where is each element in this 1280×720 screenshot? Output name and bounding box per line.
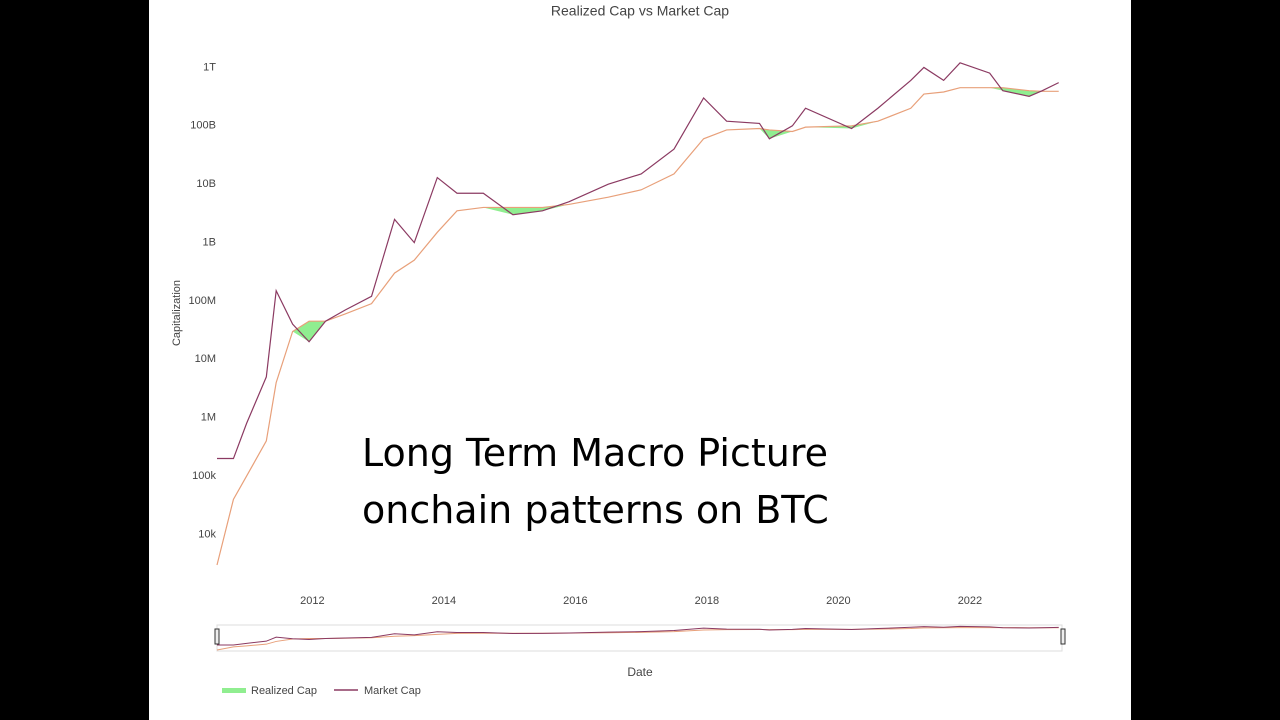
y-tick-label: 100B (190, 120, 216, 132)
range-handle[interactable] (1060, 628, 1066, 645)
y-tick-label: 100k (192, 470, 216, 482)
x-tick-label: 2020 (826, 595, 850, 607)
legend-swatch (222, 688, 246, 693)
x-tick-label: 2018 (695, 595, 719, 607)
legend-label[interactable]: Market Cap (364, 685, 421, 697)
x-tick-label: 2016 (563, 595, 587, 607)
y-tick-label: 1M (201, 412, 216, 424)
y-tick-label: 10M (195, 353, 216, 365)
y-tick-label: 1B (203, 236, 216, 248)
annotation: Long Term Macro Picture (362, 431, 828, 475)
chart-title: Realized Cap vs Market Cap (551, 3, 729, 19)
annotation: onchain patterns on BTC (362, 488, 829, 532)
x-tick-label: 2012 (300, 595, 324, 607)
range-slider-line (217, 625, 1059, 646)
y-tick-label: 10k (198, 528, 216, 540)
y-tick-label: 100M (188, 295, 216, 307)
x-axis-label: Date (627, 665, 653, 679)
range-slider-line (216, 627, 1059, 651)
series-line (216, 87, 1059, 566)
x-tick-label: 2022 (958, 595, 982, 607)
y-tick-label: 10B (196, 178, 216, 190)
series-line (217, 62, 1059, 460)
y-axis-label: Capitalization (171, 280, 183, 346)
plot-background (149, 0, 1131, 720)
x-tick-label: 2014 (432, 595, 456, 607)
y-tick-label: 1T (203, 61, 216, 73)
legend-label[interactable]: Realized Cap (251, 685, 317, 697)
range-handle[interactable] (214, 628, 220, 645)
